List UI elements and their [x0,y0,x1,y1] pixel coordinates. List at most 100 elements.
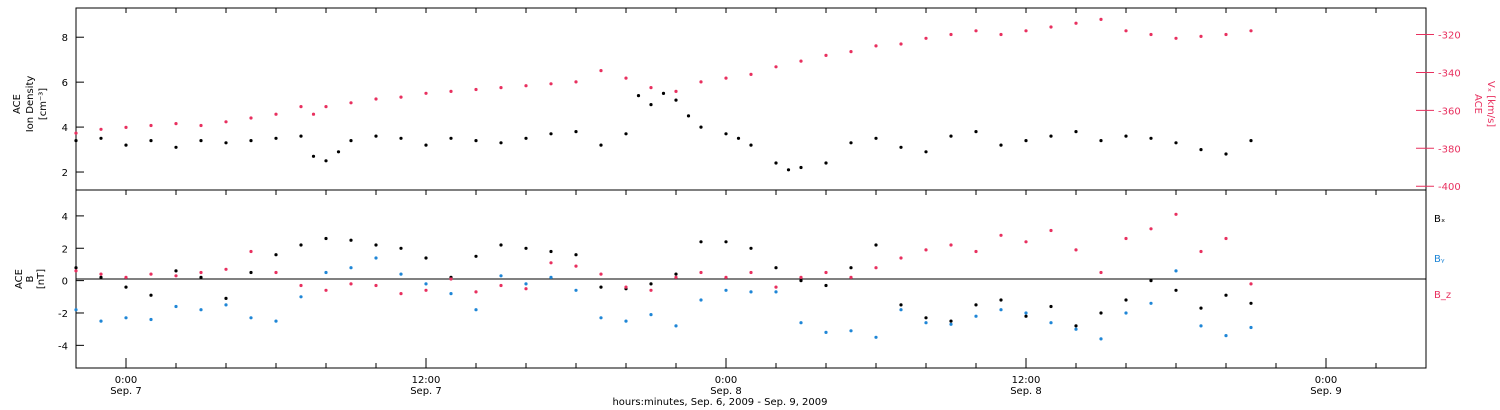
field-series-0-point-18 [524,246,528,250]
field-series-2-point-23 [649,288,653,292]
velocity-tick-label-2: -360 [1438,106,1461,117]
top-series-0-point-51 [1174,141,1178,145]
x-axis-label: hours:minutes, Sep. 6, 2009 - Sep. 9, 20… [612,397,827,408]
field-series-1-point-15 [449,292,453,296]
field-series-2-point-36 [974,249,978,254]
top-series-1-point-18 [499,86,503,90]
field-series-1-point-47 [1249,325,1253,330]
density-tick-label-0: 2 [62,168,68,179]
field-series-2-point-44 [1174,212,1178,216]
field-series-1-point-6 [224,303,228,307]
field-series-0-point-40 [1074,324,1078,328]
density-velocity-panel: 2 4 6 8 -320 -340 -360 -380 -400 ACE Ion Densit… [12,7,1496,193]
field-series-0-point-12 [374,243,378,247]
top-series-0-point-27 [661,91,666,95]
velocity-label-2: Vₓ [km/s] [1485,81,1496,127]
top-series-0-point-26 [649,103,653,107]
field-series-2-point-13 [399,292,403,296]
field-series-0-point-33 [899,303,903,307]
top-series-1-point-20 [549,82,553,86]
top-series-0-point-43 [974,130,978,134]
field-series-2-point-7 [249,249,253,254]
field-series-0-point-0 [74,266,78,270]
legend-bz: B_z [1434,290,1451,301]
density-label-3: [cm⁻³] [38,88,49,120]
field-series-1-point-24 [674,324,678,328]
field-series-0-point-45 [1199,306,1203,310]
field-series-0-point-5 [199,275,203,279]
field-series-1-point-25 [699,298,703,302]
top-series-0-point-15 [399,136,403,140]
field-series-0-point-34 [924,316,928,320]
legend-bx: Bₓ [1434,214,1445,225]
field-series-2-point-22 [624,285,628,289]
field-series-0-point-21 [599,285,603,289]
top-series-1-point-27 [724,76,728,80]
field-series-2-point-11 [349,282,353,286]
field-series-1-point-17 [499,274,503,278]
field-series-2-point-18 [524,287,528,291]
x-tick-date-3: Sep. 8 [1010,386,1042,397]
top-series-1-point-31 [824,53,828,58]
top-series-0-point-33 [749,143,753,147]
field-series-0-point-8 [274,253,278,257]
top-series-0-point-10 [311,154,316,158]
field-series-1-point-44 [1174,269,1178,273]
top-series-0-point-6 [224,141,228,145]
field-series-0-point-39 [1049,304,1053,309]
top-series-1-point-39 [1024,29,1028,33]
top-series-0-point-24 [624,132,628,136]
field-series-0-point-42 [1124,298,1128,302]
field-series-0-point-24 [674,272,678,276]
field-series-1-point-8 [274,319,278,323]
top-series-1-point-35 [924,36,928,40]
top-series-0-point-34 [774,161,778,165]
top-series-0-point-4 [174,145,178,149]
top-series-0-point-9 [299,134,303,138]
field-series-1-point-45 [1199,324,1203,328]
top-series-0-point-8 [274,136,278,140]
top-series-1-point-4 [174,122,178,126]
field-series-2-point-2 [124,275,128,279]
top-series-1-point-19 [524,84,528,88]
top-series-0-point-31 [724,132,728,136]
top-series-0-point-23 [599,143,603,147]
field-series-1-point-14 [424,282,428,286]
x-tick-time-4: 0:00 [1315,375,1337,386]
field-series-1-point-35 [949,322,953,326]
top-series-0-point-20 [524,136,528,140]
field-series-0-point-46 [1224,293,1228,297]
top-series-1-point-44 [1149,32,1153,37]
top-series-0-point-12 [336,150,341,154]
field-series-1-point-0 [74,308,78,312]
field-series-1-point-21 [599,316,603,320]
field-series-2-point-3 [149,272,153,276]
field-series-2-point-29 [799,275,803,279]
top-series-0-point-54 [1249,139,1253,143]
top-series-0-point-46 [1049,134,1053,138]
field-series-2-point-31 [849,275,853,279]
field-tick-label-3: -2 [58,309,68,320]
top-series-1-point-30 [799,59,803,63]
field-series-1-point-36 [974,314,978,318]
field-tick-label-4: -4 [58,341,68,352]
field-series-2-point-43 [1149,227,1153,231]
top-series-1-point-8 [274,112,278,116]
top-series-0-point-50 [1149,136,1153,140]
field-series-1-point-41 [1099,337,1103,341]
top-series-0-point-7 [249,139,253,143]
top-series-0-point-19 [499,141,503,145]
field-series-2-point-40 [1074,248,1078,252]
field-series-0-point-11 [349,238,353,242]
field-series-1-point-40 [1074,327,1078,331]
field-series-2-point-19 [549,261,553,265]
field-series-2-point-24 [674,275,678,279]
top-series-1-point-46 [1199,34,1203,39]
field-series-1-point-26 [724,288,728,292]
field-series-2-point-32 [874,266,878,270]
field-series-0-point-26 [724,240,728,244]
top-series-0-point-41 [924,150,928,154]
field-series-0-point-23 [649,282,653,286]
